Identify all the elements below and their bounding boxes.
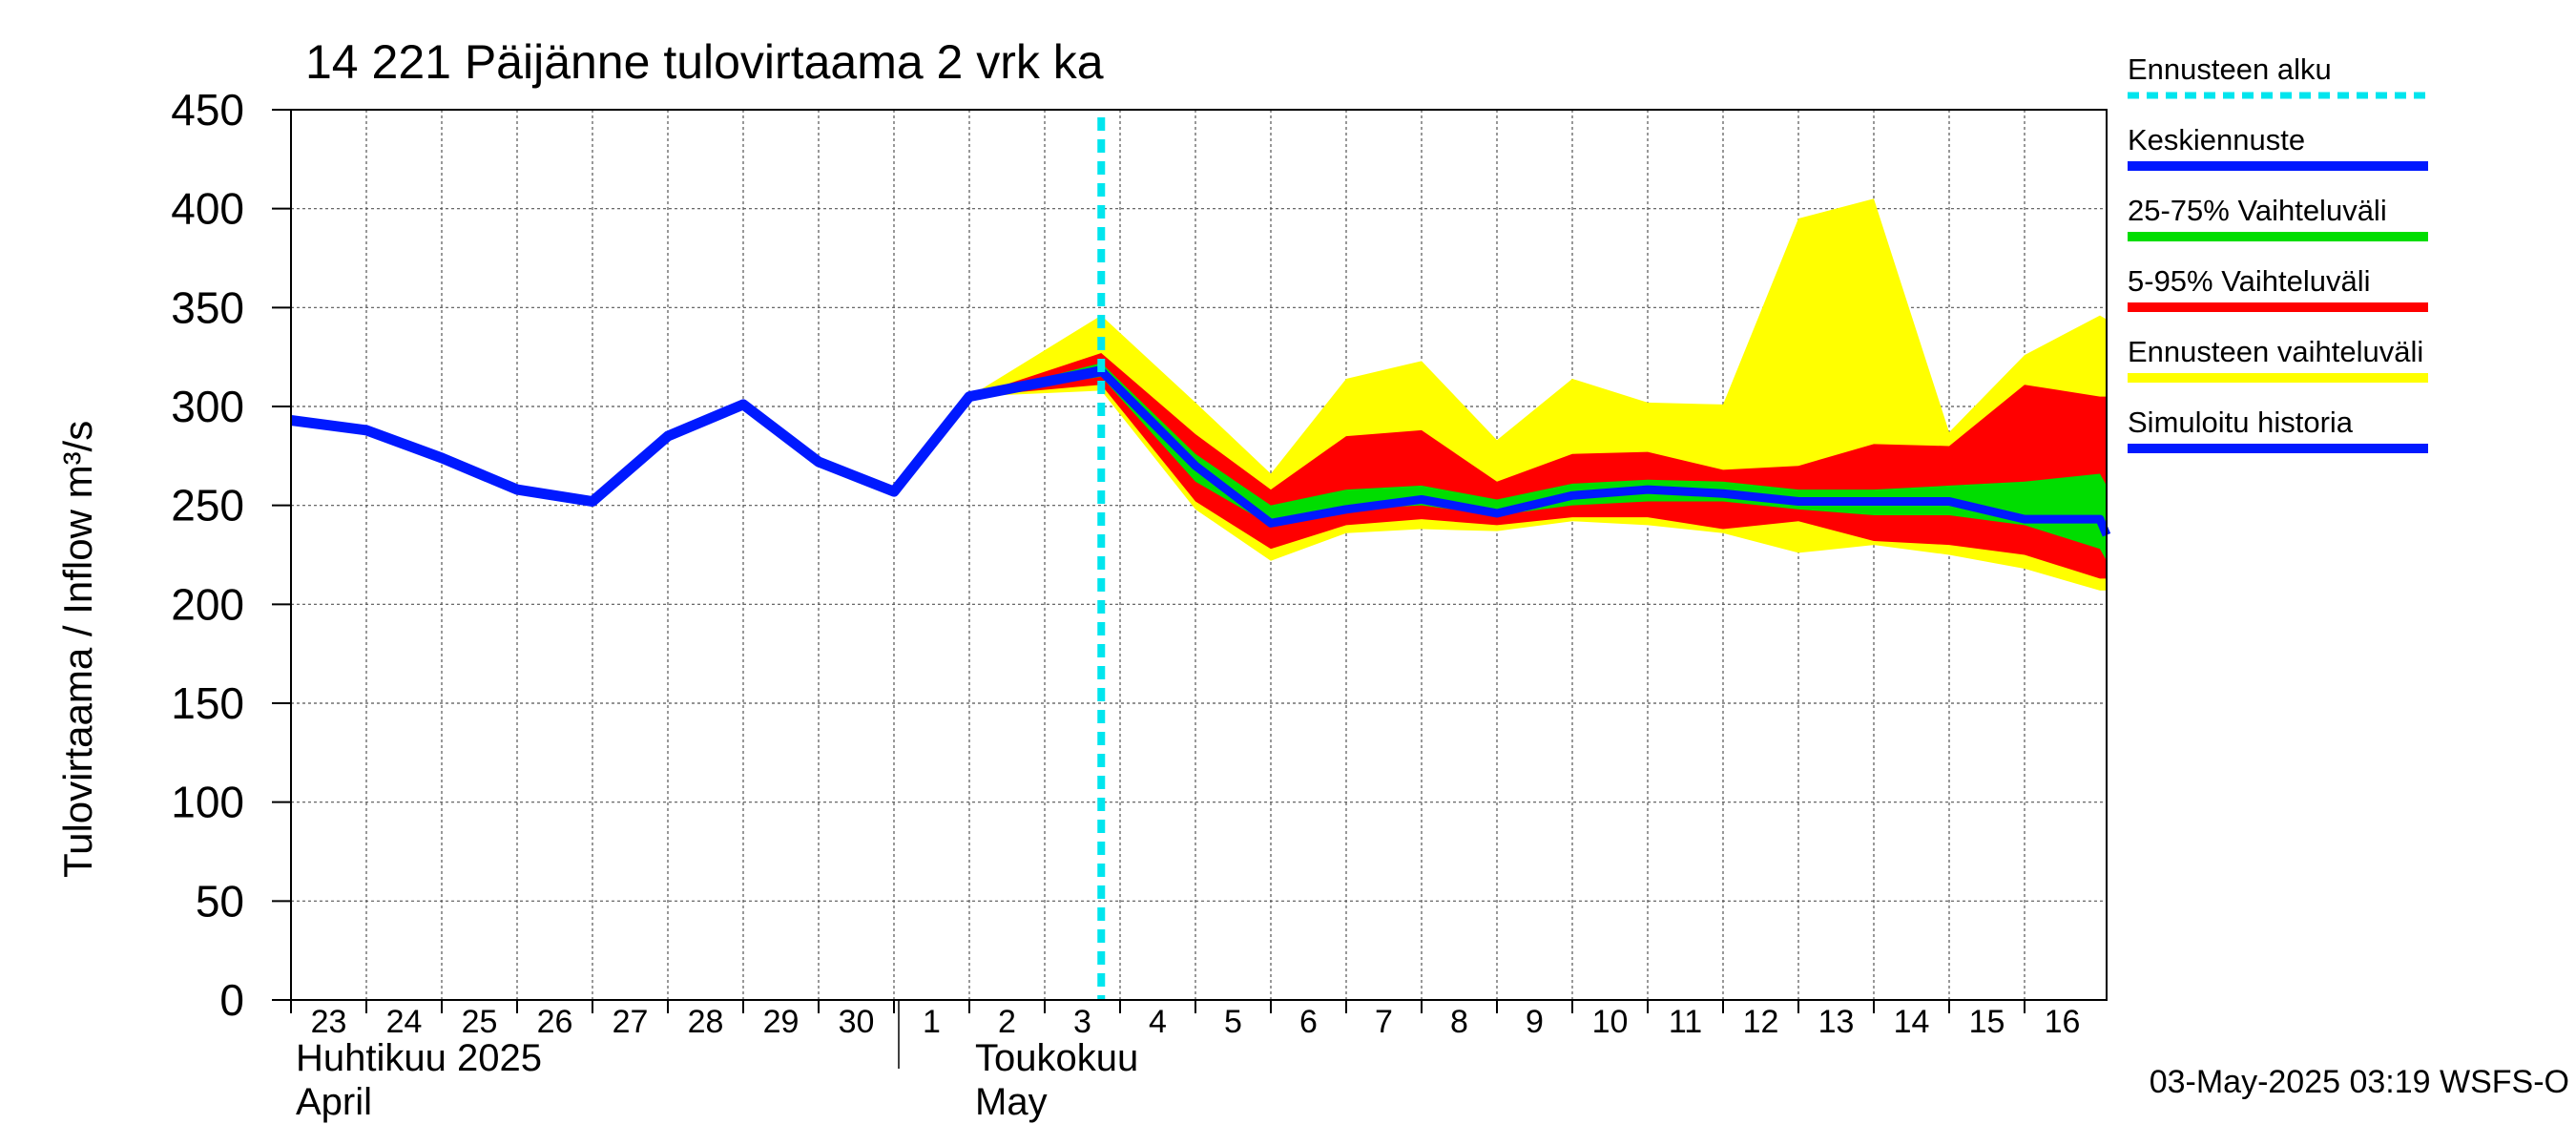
legend-label: 25-75% Vaihteluväli: [2128, 194, 2387, 227]
x-tick-label: 23: [311, 1004, 347, 1040]
x-axis: 23 24 25 26 27 28 29 30 1 2 3 4 5 6 7 8 9 10 11 12 13 14 15 16: [290, 1000, 2081, 1040]
p5-p95-band: [969, 353, 2107, 579]
x-tick-label: 14: [1894, 1004, 1930, 1040]
plot-area: [290, 109, 2111, 1001]
plot-frame: [290, 109, 2108, 1001]
series-lines: [290, 117, 2111, 1000]
month-may-en-label: May: [975, 1081, 1048, 1123]
y-tick-label: 400: [171, 184, 244, 234]
y-tick-label: 300: [171, 382, 244, 431]
x-tick-label: 6: [1299, 1004, 1318, 1040]
month-may-label: Toukokuu: [975, 1037, 1138, 1079]
y-tick-label: 0: [219, 975, 244, 1025]
y-tick-label: 200: [171, 579, 244, 629]
footer-timestamp: 03-May-2025 03:19 WSFS-O: [2150, 1064, 2569, 1100]
y-tick-label: 450: [171, 85, 244, 135]
x-tick-label: 11: [1669, 1004, 1702, 1040]
x-tick-label: 4: [1149, 1004, 1167, 1040]
y-tick-label: 250: [171, 481, 244, 531]
legend: Ennusteen alku Keskiennuste 25-75% Vaihtel…: [2128, 52, 2428, 453]
x-tick-label: 16: [2045, 1004, 2081, 1040]
x-tick-label: 25: [462, 1004, 498, 1040]
x-tick-label: 5: [1224, 1004, 1242, 1040]
legend-label: Simuloitu historia: [2128, 406, 2354, 439]
x-tick-label: 9: [1526, 1004, 1544, 1040]
legend-label: 5-95% Vaihteluväli: [2128, 264, 2370, 298]
y-tick-label: 350: [171, 282, 244, 332]
x-tick-label: 28: [688, 1004, 724, 1040]
x-tick-label: 3: [1073, 1004, 1091, 1040]
x-tick-label: 24: [386, 1004, 423, 1040]
legend-label: Ennusteen vaihteluväli: [2128, 335, 2423, 368]
x-tick-label: 27: [613, 1004, 649, 1040]
x-tick-label: 26: [537, 1004, 573, 1040]
x-tick-label: 10: [1592, 1004, 1629, 1040]
x-tick-label: 1: [923, 1004, 941, 1040]
median-forecast-line: [968, 366, 2111, 537]
x-tick-label: 15: [1969, 1004, 2005, 1040]
y-tick-label: 100: [171, 778, 244, 827]
y-axis: 0 50 100 150 200 250 300 350 400 450: [171, 85, 291, 1025]
month-april-en-label: April: [296, 1081, 372, 1123]
x-tick-label: 8: [1450, 1004, 1468, 1040]
month-april-label: Huhtikuu 2025: [296, 1037, 542, 1079]
y-tick-label: 50: [196, 876, 244, 926]
simulated-history-line: [290, 365, 1103, 508]
x-tick-label: 12: [1743, 1004, 1779, 1040]
y-axis-label: Tulovirtaama / Inflow m³/s: [55, 421, 100, 878]
legend-label: Keskiennuste: [2128, 123, 2305, 156]
x-tick-label: 30: [839, 1004, 875, 1040]
x-tick-label: 2: [998, 1004, 1016, 1040]
chart-title: 14 221 Päijänne tulovirtaama 2 vrk ka: [305, 35, 1104, 89]
x-tick-label: 13: [1818, 1004, 1855, 1040]
x-tick-label: 7: [1375, 1004, 1393, 1040]
y-tick-label: 150: [171, 678, 244, 728]
x-tick-label: 29: [763, 1004, 800, 1040]
legend-label: Ennusteen alku: [2128, 52, 2332, 86]
